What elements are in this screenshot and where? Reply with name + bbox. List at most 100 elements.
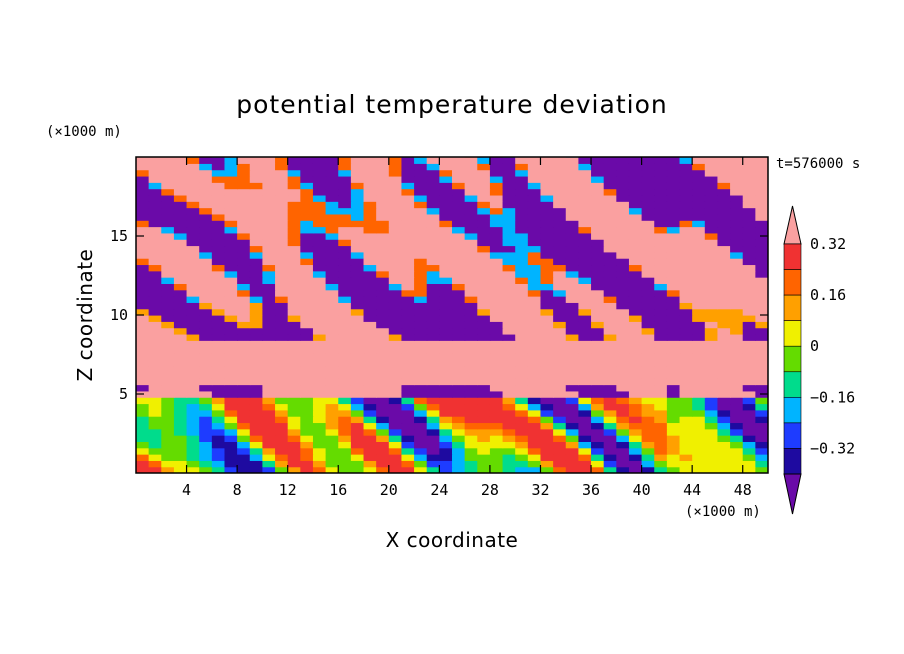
heatmap-cell xyxy=(477,213,491,221)
heatmap-cell xyxy=(161,365,175,373)
heatmap-cell xyxy=(553,175,567,183)
heatmap-cell xyxy=(452,340,466,348)
heatmap-cell xyxy=(287,232,301,240)
heatmap-cell xyxy=(237,390,251,398)
heatmap-cell xyxy=(527,194,542,202)
heatmap-cell xyxy=(136,289,150,297)
heatmap-cell xyxy=(654,359,668,367)
heatmap-cell xyxy=(553,321,567,329)
heatmap-cell xyxy=(262,352,276,360)
heatmap-cell xyxy=(224,232,238,240)
heatmap-cell xyxy=(603,397,617,405)
heatmap-cell xyxy=(553,245,567,253)
heatmap-cell xyxy=(148,245,162,253)
heatmap-cell xyxy=(211,163,226,171)
heatmap-cell xyxy=(325,289,339,297)
heatmap-cell xyxy=(338,226,352,234)
heatmap-cell xyxy=(666,422,681,430)
heatmap-cell xyxy=(300,245,314,253)
heatmap-cell xyxy=(173,428,188,436)
heatmap-cell xyxy=(414,245,428,253)
heatmap-cell xyxy=(464,422,478,430)
heatmap-cell xyxy=(237,378,251,386)
heatmap-cell xyxy=(287,428,301,436)
heatmap-cell xyxy=(173,302,188,310)
heatmap-cell xyxy=(540,428,554,436)
heatmap-cell xyxy=(527,321,542,329)
heatmap-cell xyxy=(616,163,630,171)
heatmap-cell xyxy=(654,302,668,310)
heatmap-cell xyxy=(148,321,162,329)
heatmap-cell xyxy=(287,371,301,379)
heatmap-cell xyxy=(414,378,428,386)
heatmap-cell xyxy=(477,188,491,196)
heatmap-cell xyxy=(628,315,643,322)
heatmap-cell xyxy=(489,422,504,430)
heatmap-cell xyxy=(578,277,592,284)
heatmap-cell xyxy=(452,194,466,202)
heatmap-cell xyxy=(275,308,289,316)
heatmap-cell xyxy=(578,327,592,335)
heatmap-cell xyxy=(148,157,162,164)
heatmap-cell xyxy=(199,283,213,291)
heatmap-cell xyxy=(363,308,377,316)
heatmap-cell xyxy=(199,340,213,348)
heatmap-cell xyxy=(704,251,719,259)
heatmap-cell xyxy=(186,384,200,392)
heatmap-cell xyxy=(553,454,567,461)
heatmap-cell xyxy=(426,428,440,436)
heatmap-cell xyxy=(565,384,579,392)
heatmap-cell xyxy=(717,346,731,354)
heatmap-cell xyxy=(578,264,592,272)
heatmap-cell xyxy=(704,258,719,266)
heatmap-cell xyxy=(515,302,529,310)
heatmap-cell xyxy=(376,441,390,449)
heatmap-cell xyxy=(300,466,314,473)
heatmap-cell xyxy=(717,454,731,461)
heatmap-cell xyxy=(325,416,339,424)
heatmap-cell xyxy=(616,435,630,442)
heatmap-cell xyxy=(237,416,251,424)
heatmap-cell xyxy=(489,163,504,171)
heatmap-cell xyxy=(641,447,655,455)
heatmap-cell xyxy=(414,466,428,473)
heatmap-cell xyxy=(161,315,175,322)
heatmap-cell xyxy=(275,226,289,234)
heatmap-cell xyxy=(363,333,377,341)
heatmap-cell xyxy=(439,182,453,190)
heatmap-cell xyxy=(414,232,428,240)
heatmap-cell xyxy=(376,428,390,436)
heatmap-cell xyxy=(578,397,592,405)
heatmap-cell xyxy=(401,194,415,202)
heatmap-cell xyxy=(489,245,504,253)
heatmap-cell xyxy=(350,239,365,247)
heatmap-cell xyxy=(616,333,630,341)
heatmap-cell xyxy=(186,327,200,335)
heatmap-cell xyxy=(565,315,579,322)
heatmap-cell xyxy=(148,447,162,455)
heatmap-cell xyxy=(401,352,415,360)
heatmap-cell xyxy=(325,264,339,272)
heatmap-cell xyxy=(679,435,693,442)
heatmap-cell xyxy=(692,460,706,468)
heatmap-cell xyxy=(426,277,440,284)
heatmap-cell xyxy=(717,226,731,234)
heatmap-cell xyxy=(237,251,251,259)
heatmap-cell xyxy=(527,428,542,436)
heatmap-cell xyxy=(414,371,428,379)
heatmap-cell xyxy=(692,390,706,398)
heatmap-cell xyxy=(237,220,251,228)
heatmap-cell xyxy=(578,321,592,329)
heatmap-cell xyxy=(477,245,491,253)
heatmap-cell xyxy=(224,428,238,436)
heatmap-cell xyxy=(338,270,352,278)
heatmap-cell xyxy=(199,251,213,259)
heatmap-cell xyxy=(249,207,263,215)
heatmap-cell xyxy=(502,251,516,259)
heatmap-cell xyxy=(704,416,719,424)
heatmap-cell xyxy=(338,409,352,417)
heatmap-cell xyxy=(426,296,440,303)
heatmap-cell xyxy=(452,435,466,442)
heatmap-cell xyxy=(249,163,263,171)
colorbar-swatch xyxy=(783,294,802,321)
